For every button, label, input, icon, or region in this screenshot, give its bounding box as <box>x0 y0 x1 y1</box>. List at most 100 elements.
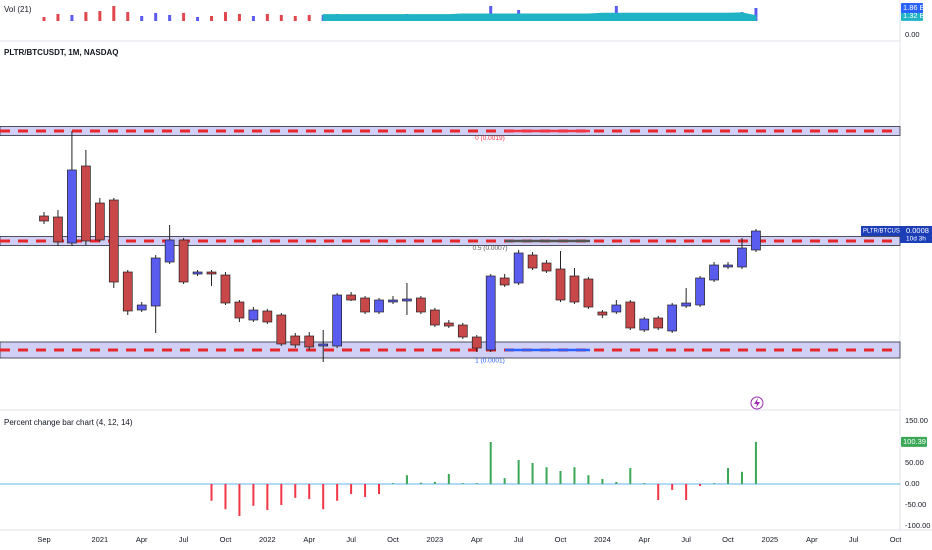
x-tick-label: Oct <box>722 535 735 544</box>
main-title: PLTR/BTCUSDT, 1M, NASDAQ <box>4 48 119 57</box>
candle-body <box>402 298 412 302</box>
volume-bar <box>265 13 269 21</box>
candle-body <box>751 230 761 251</box>
percent-bar <box>224 484 227 510</box>
x-tick-label: Apr <box>303 535 315 544</box>
percent-bar <box>685 484 688 500</box>
candle-body <box>625 301 636 329</box>
candle-body <box>290 335 301 346</box>
candle-body <box>611 304 622 313</box>
candle-body <box>248 309 259 321</box>
candle-body <box>39 215 49 222</box>
price-label-box <box>901 3 923 14</box>
percent-bar <box>294 484 297 498</box>
candle-body <box>457 324 468 338</box>
volume-bar <box>196 17 200 21</box>
percent-bar <box>364 484 367 498</box>
percent-bar <box>280 484 283 505</box>
candle-body <box>597 311 608 316</box>
percent-bar <box>545 467 548 484</box>
percent-bar <box>671 484 674 490</box>
percent-bar <box>238 484 241 516</box>
candle-body <box>485 275 496 351</box>
percent-bar <box>350 484 353 495</box>
volume-bar <box>70 14 74 21</box>
candle-body <box>81 165 91 242</box>
x-tick-label: Sep <box>37 535 50 544</box>
volume-title: Vol (21) <box>4 5 32 14</box>
volume-bar <box>307 14 311 21</box>
percent-bar <box>587 475 590 484</box>
volume-bar <box>279 14 283 21</box>
percent-bar <box>754 441 757 484</box>
percent-bar <box>336 484 339 501</box>
candle-body <box>360 297 370 313</box>
candle-body <box>443 322 454 327</box>
candle-body <box>723 264 733 268</box>
volume-bar <box>182 12 186 21</box>
candle-body <box>583 278 594 308</box>
price-label: 100.39 <box>903 437 926 446</box>
price-label: 0.0008 <box>906 226 929 235</box>
percent-bar <box>643 483 646 484</box>
percent-bar <box>727 468 730 484</box>
y-tick-label: -50.00 <box>905 500 926 509</box>
volume-bar <box>210 15 214 21</box>
y-tick-label: 150.00 <box>905 416 928 425</box>
volume-bar <box>223 12 227 21</box>
candle-body <box>53 216 63 243</box>
price-label-box <box>900 226 932 243</box>
percent-bar <box>475 483 478 484</box>
x-tick-label: Oct <box>387 535 400 544</box>
y-tick-label: -100.00 <box>905 521 930 530</box>
percent-bar <box>740 471 743 484</box>
candle-body <box>471 336 482 349</box>
percent-bar <box>419 482 422 484</box>
event-icon[interactable] <box>750 396 764 410</box>
percent-bar <box>391 483 394 484</box>
percent-bar <box>266 484 269 511</box>
x-tick-label: Jul <box>681 535 691 544</box>
candle-body <box>108 199 119 283</box>
candle-body <box>737 247 747 268</box>
percent-bar <box>378 484 381 495</box>
candle-body <box>332 294 343 347</box>
candle-body <box>150 257 161 307</box>
candle-body <box>499 277 510 286</box>
volume-bar <box>237 13 241 21</box>
candle-body <box>653 317 664 329</box>
y-tick-label: 0.00 <box>905 479 920 488</box>
percent-bar <box>252 484 255 506</box>
candle-body <box>178 239 189 283</box>
candle-body <box>555 268 566 301</box>
x-tick-label: Apr <box>638 535 650 544</box>
price-label: 1.86 B <box>903 3 925 12</box>
volume-bar <box>112 5 116 21</box>
y-tick-label: 0.00 <box>905 30 920 39</box>
candle-body <box>220 274 231 304</box>
volume-bar <box>84 12 88 21</box>
volume-bar <box>168 14 172 21</box>
level-label: 0 (0.0019) <box>475 135 505 142</box>
candle-body <box>164 239 175 263</box>
candle-body <box>527 254 538 269</box>
indicator-title: Percent change bar chart (4, 12, 14) <box>4 418 133 427</box>
volume-bar <box>754 8 758 21</box>
x-tick-label: Jul <box>849 535 859 544</box>
candle-body <box>667 304 678 332</box>
symbol-label-box <box>861 226 900 236</box>
candle-body <box>513 252 524 284</box>
percent-bar <box>461 483 464 484</box>
level-label: 0.5 (0.0007) <box>472 245 507 252</box>
volume-bar <box>154 12 158 21</box>
volume-bar <box>140 15 144 21</box>
percent-bar <box>503 478 506 484</box>
x-tick-label: Oct <box>555 535 568 544</box>
candle-body <box>695 277 705 306</box>
x-tick-label: Jul <box>346 535 356 544</box>
candle-body <box>304 335 315 348</box>
volume-bar <box>98 11 102 21</box>
percent-bar <box>699 484 702 487</box>
event-bolt[interactable] <box>754 398 760 408</box>
